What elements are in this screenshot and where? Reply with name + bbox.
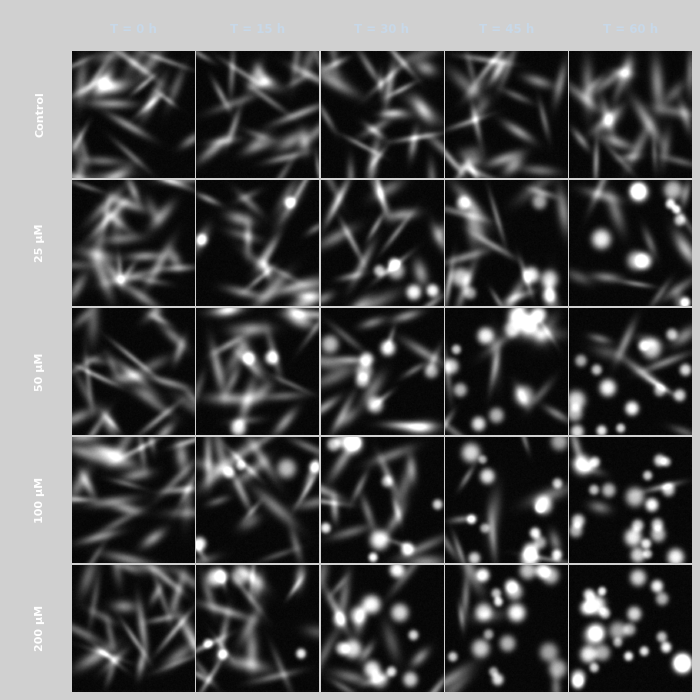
- Text: T = 30 h: T = 30 h: [354, 23, 409, 36]
- Text: 25 μM: 25 μM: [35, 223, 46, 262]
- Text: T = 60 h: T = 60 h: [603, 23, 658, 36]
- Text: 200 μM: 200 μM: [35, 606, 46, 652]
- Text: 100 μM: 100 μM: [35, 477, 46, 523]
- Text: Control: Control: [35, 92, 46, 137]
- Text: 50 μM: 50 μM: [35, 352, 46, 391]
- Text: T = 45 h: T = 45 h: [479, 23, 534, 36]
- Text: T = 0 h: T = 0 h: [110, 23, 157, 36]
- Text: T = 15 h: T = 15 h: [230, 23, 285, 36]
